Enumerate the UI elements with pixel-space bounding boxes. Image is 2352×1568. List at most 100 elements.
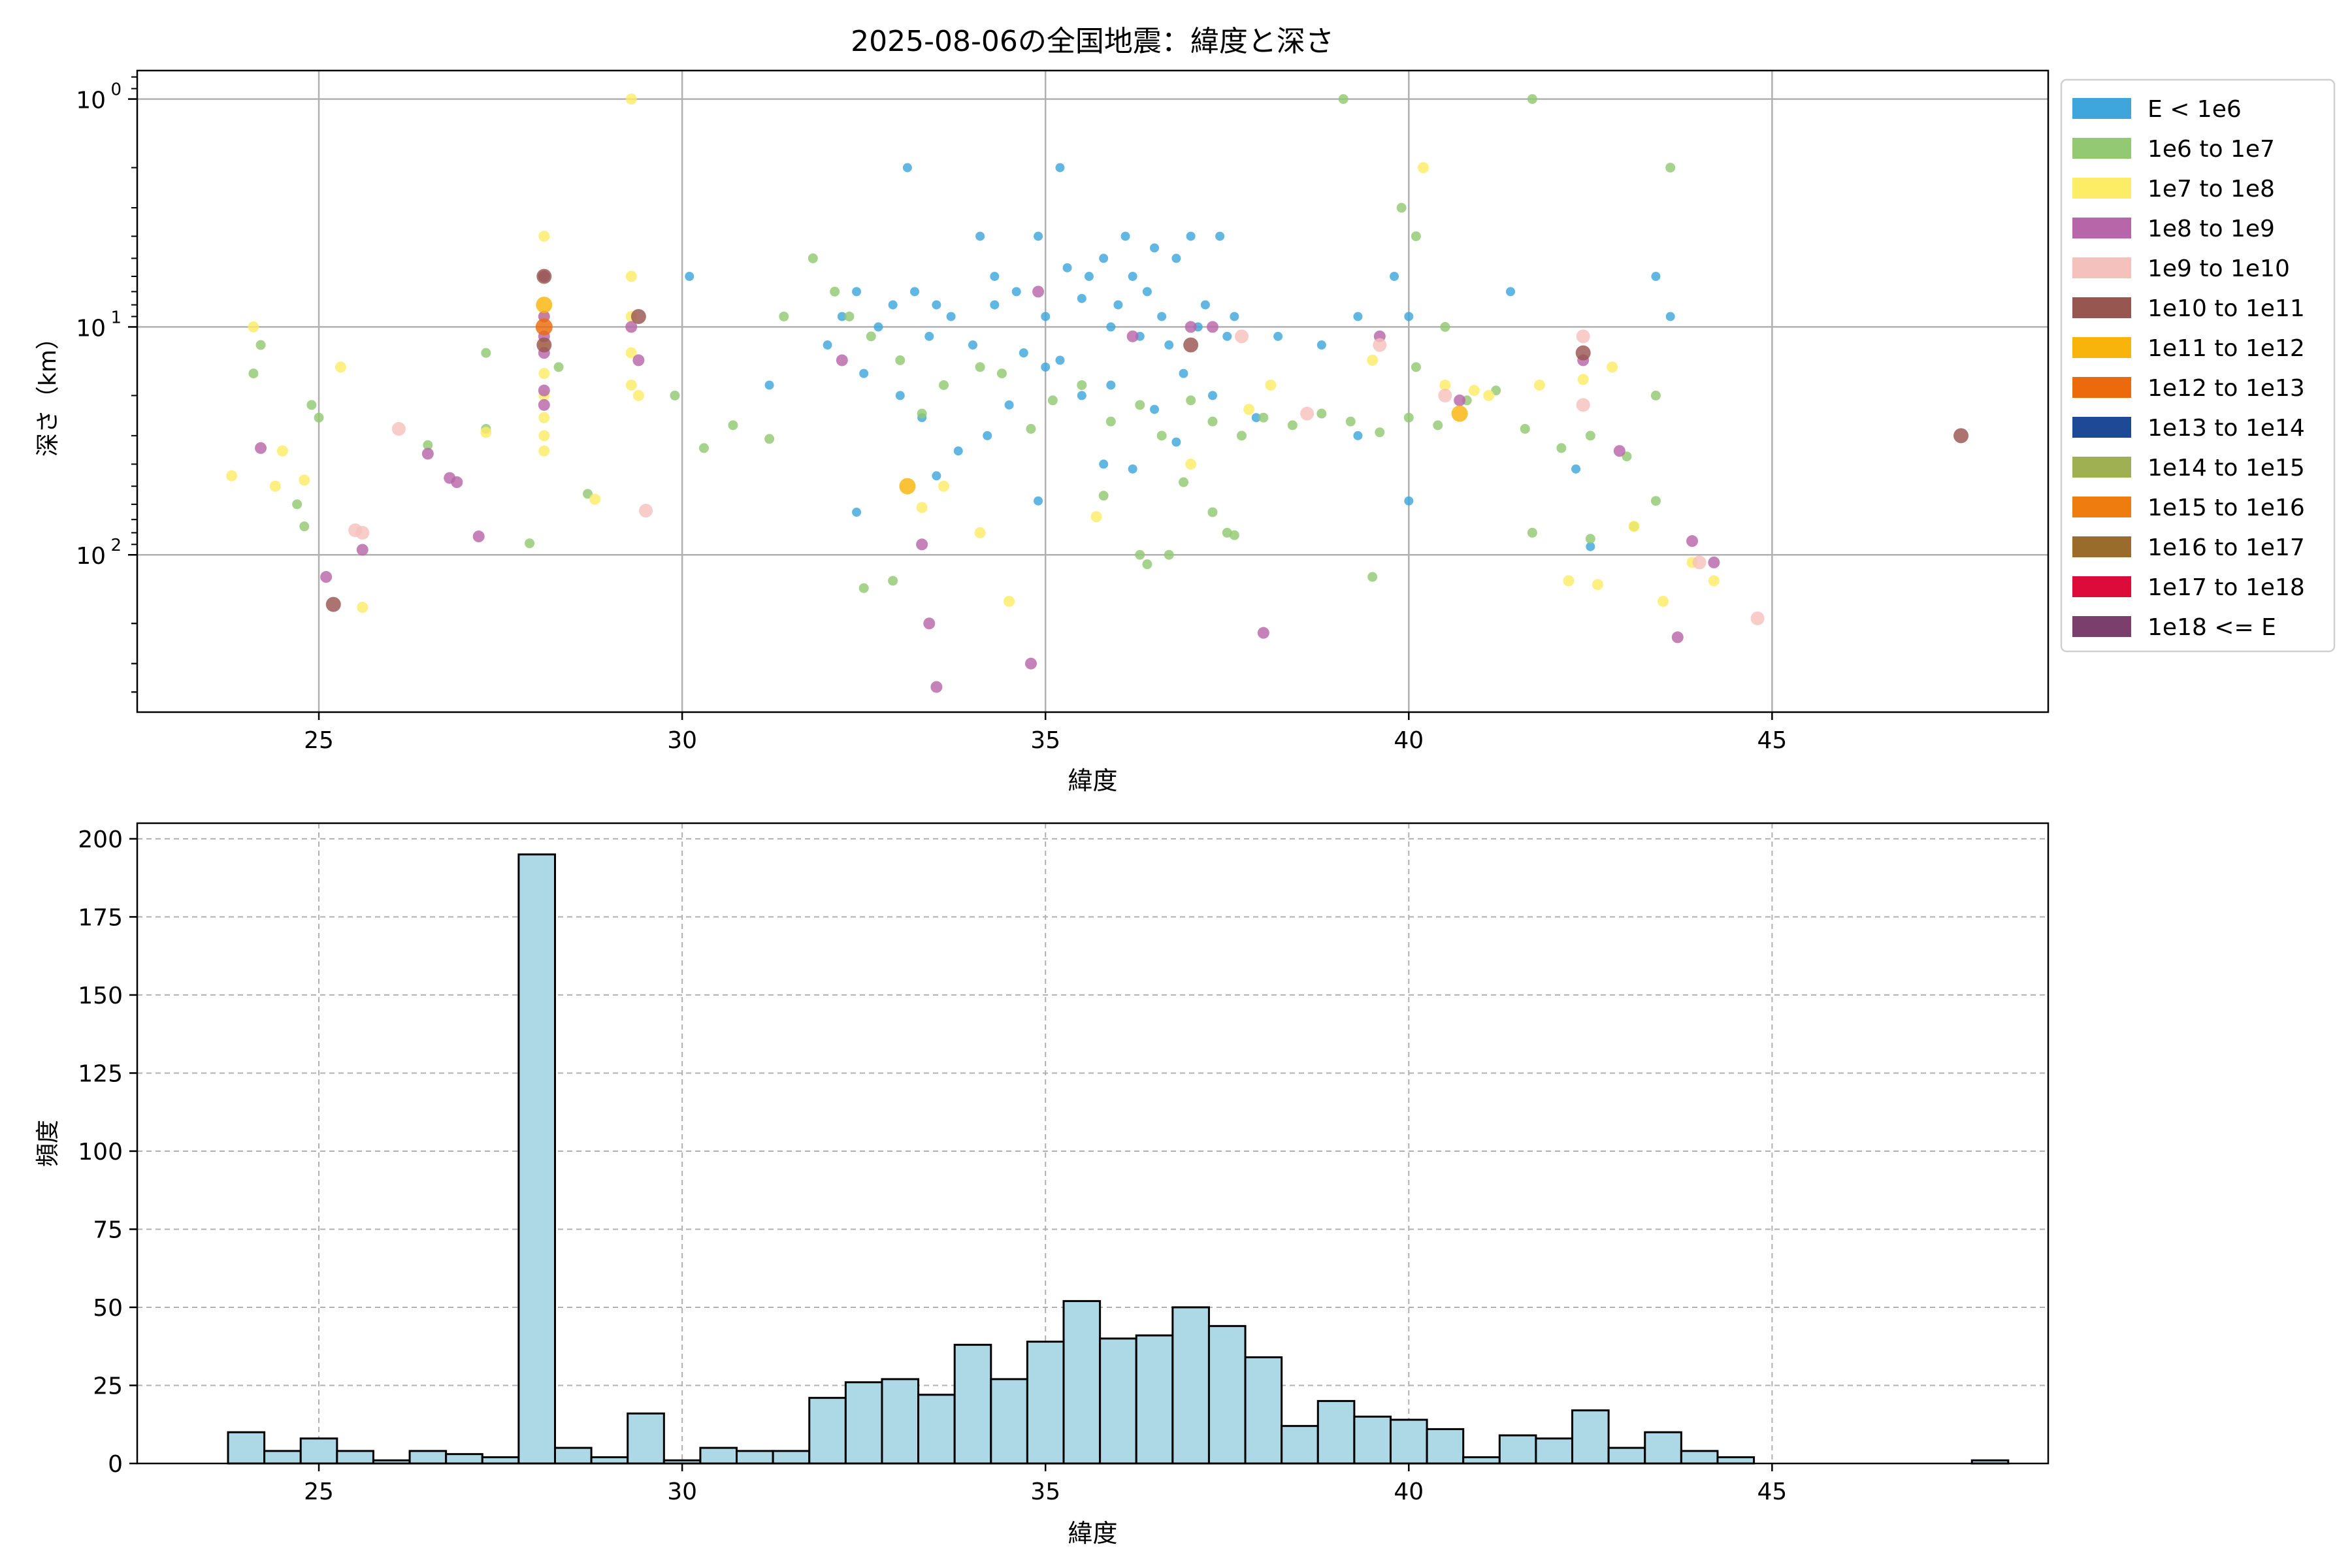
scatter-point xyxy=(299,521,310,532)
histogram-bar xyxy=(1535,1437,1574,1465)
scatter-point xyxy=(538,399,550,411)
scatter-point xyxy=(299,474,310,486)
scatter-point xyxy=(1019,348,1028,358)
scatter-point xyxy=(1185,458,1197,470)
histogram-bar xyxy=(1062,1299,1102,1465)
scatter-point xyxy=(269,480,281,492)
scatter-point xyxy=(1592,579,1603,591)
scatter-point xyxy=(728,420,738,431)
scatter-point xyxy=(1183,337,1199,353)
y-tick-label: 50 xyxy=(93,1295,123,1322)
scatter-point xyxy=(1077,391,1086,400)
scatter-point xyxy=(1200,300,1210,310)
scatter-point xyxy=(1665,312,1675,321)
scatter-point xyxy=(1692,555,1707,570)
histogram-bar xyxy=(1171,1306,1210,1465)
scatter-point xyxy=(1586,542,1595,551)
scatter-point xyxy=(1011,287,1021,297)
x-tick-label: 35 xyxy=(1030,1478,1060,1505)
scatter-point xyxy=(983,431,992,440)
scatter-point xyxy=(990,272,1000,282)
legend-swatch xyxy=(2072,576,2131,597)
scatter-point xyxy=(808,253,818,263)
scatter-point xyxy=(1229,530,1239,540)
scatter-point xyxy=(248,321,259,333)
histogram-bar xyxy=(953,1343,992,1465)
scatter-point xyxy=(226,470,238,482)
scatter-point xyxy=(1258,412,1269,423)
scatter-point xyxy=(630,308,646,324)
scatter-point xyxy=(1953,428,1969,444)
scatter-point xyxy=(1186,231,1196,241)
scatter-point xyxy=(525,538,535,549)
scatter-point xyxy=(1440,321,1450,332)
scatter-point xyxy=(1215,231,1225,241)
scatter-point xyxy=(356,544,368,556)
x-tick-label: 45 xyxy=(1757,727,1787,754)
scatter-point xyxy=(1411,231,1421,242)
scatter-point xyxy=(1527,94,1537,105)
histogram-bar xyxy=(844,1381,883,1465)
y-tick-label: 0 xyxy=(108,1451,123,1478)
legend-swatch xyxy=(2072,98,2131,119)
histogram-bar xyxy=(917,1394,956,1465)
histogram-bar xyxy=(1099,1337,1137,1465)
scatter-point xyxy=(685,272,694,282)
scatter-point xyxy=(625,379,637,391)
scatter-point xyxy=(930,681,943,693)
scatter-point xyxy=(844,311,855,321)
scatter-point xyxy=(1651,272,1661,282)
legend-swatch xyxy=(2072,337,2131,358)
scatter-point xyxy=(536,297,553,314)
scatter-point xyxy=(1750,611,1765,625)
figure-title: 2025-08-06の全国地震：緯度と深さ xyxy=(851,25,1334,58)
scatter-point xyxy=(1418,162,1429,174)
x-tick-label: 30 xyxy=(667,727,697,754)
y-tick-label: 150 xyxy=(78,983,123,1009)
scatter-point xyxy=(910,287,920,297)
scatter-point xyxy=(1628,521,1640,532)
scatter-point xyxy=(1533,379,1545,391)
histogram-bar xyxy=(1281,1425,1319,1465)
scatter-point xyxy=(1055,355,1065,365)
scatter-point xyxy=(1451,405,1468,422)
scatter-point xyxy=(917,408,927,419)
scatter-point xyxy=(874,322,883,332)
scatter-point xyxy=(1243,404,1255,416)
scatter-point xyxy=(938,480,950,492)
scatter-point xyxy=(538,412,550,423)
legend-label: 1e17 to 1e18 xyxy=(2148,574,2305,601)
scatter-point xyxy=(391,421,406,436)
scatter-point xyxy=(1150,404,1160,414)
histogram-bar xyxy=(517,853,556,1465)
scatter-point xyxy=(1099,459,1109,469)
scatter-point xyxy=(1708,575,1720,587)
legend-swatch xyxy=(2072,536,2131,557)
scatter-point xyxy=(1084,272,1094,282)
scatter-point xyxy=(1607,361,1618,373)
scatter-point xyxy=(1438,388,1452,402)
scatter-point xyxy=(276,445,288,457)
scatter-point xyxy=(1265,379,1277,391)
scatter-point xyxy=(1454,394,1466,406)
scatter-point xyxy=(1650,390,1661,400)
y-tick-exponent: 2 xyxy=(110,536,122,555)
histogram-bar xyxy=(1135,1334,1174,1465)
scatter-point xyxy=(1396,203,1407,213)
scatter-point xyxy=(899,478,916,495)
y-tick-label: 200 xyxy=(78,826,123,853)
legend-label: 1e7 to 1e8 xyxy=(2148,176,2275,203)
scatter-point xyxy=(1251,413,1261,423)
histogram-bar xyxy=(408,1450,448,1465)
histogram-bar xyxy=(808,1397,847,1465)
scatter-point xyxy=(1026,423,1036,434)
scatter-point xyxy=(314,412,324,423)
x-axis-label: 緯度 xyxy=(1068,766,1117,795)
scatter-point xyxy=(1150,243,1160,253)
scatter-point xyxy=(1658,595,1669,607)
scatter-point xyxy=(1004,400,1014,410)
scatter-point xyxy=(888,576,898,586)
scatter-point xyxy=(836,354,848,367)
scatter-point xyxy=(916,502,928,514)
scatter-point xyxy=(625,347,637,359)
